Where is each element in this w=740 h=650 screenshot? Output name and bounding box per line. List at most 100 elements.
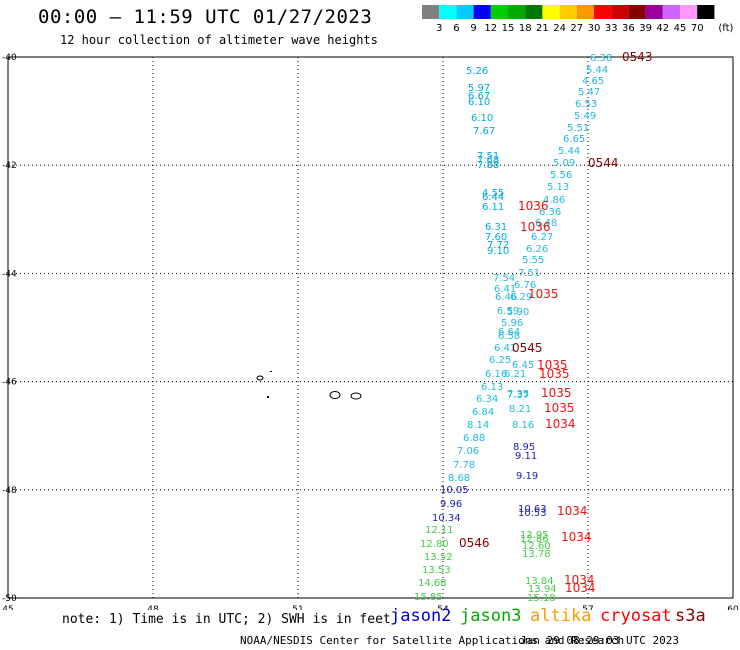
- colorbar-swatch: [628, 5, 646, 19]
- swh-value-label: 5.09: [553, 158, 575, 169]
- swh-value-label: 6.10: [471, 113, 493, 124]
- swh-value-label: 7.68: [477, 155, 499, 166]
- color-scale-bar: 3 6 9 12 15 18 21 24 27 30 33 36 39 42 45 70 (ft): [422, 5, 734, 34]
- pass-time-label: 0546: [459, 536, 490, 550]
- swh-value-label: 6.45: [512, 360, 534, 371]
- swh-value-label: 7.60: [485, 232, 507, 243]
- swh-value-label: 6.76: [514, 280, 536, 291]
- swh-value-label: 10.63: [518, 504, 547, 515]
- swh-value-label: 13.84: [525, 576, 554, 587]
- x-tick-label: 57: [582, 605, 593, 610]
- pass-time-label: 0544: [588, 156, 619, 170]
- swh-value-label: 8.14: [467, 420, 489, 431]
- legend-altika: altika: [530, 606, 592, 626]
- colorbar-tick-label: 42: [656, 23, 669, 34]
- swh-value-label: 10.53: [518, 508, 547, 519]
- swh-value-label: 9.10: [487, 246, 509, 257]
- island-dot: [267, 396, 269, 398]
- pass-time-label: 1035: [539, 367, 570, 381]
- colorbar-tick-label: 30: [588, 23, 601, 34]
- y-tick-label: -44: [2, 269, 17, 279]
- swh-value-label: 13.53: [422, 565, 451, 576]
- pass-time-label: 0545: [512, 341, 543, 355]
- swh-value-label: 6.44: [482, 192, 504, 203]
- swh-value-label: 5.49: [574, 111, 596, 122]
- swh-value-label: 12.60: [522, 541, 551, 552]
- swh-value-label: 10.05: [440, 485, 469, 496]
- swh-value-label: 5.90: [507, 307, 529, 318]
- pass-time-label: 1034: [545, 417, 576, 431]
- pass-time-label: 1035: [544, 401, 575, 415]
- colorbar-tick-label: 18: [519, 23, 532, 34]
- swh-value-label: 5.47: [578, 87, 600, 98]
- island-outline: [329, 391, 341, 399]
- swh-value-label: 7.88: [477, 160, 499, 171]
- colorbar-tick-label: 3: [436, 23, 442, 34]
- y-tick-label: -40: [2, 53, 17, 63]
- swh-value-label: 10.34: [432, 513, 461, 524]
- x-tick-label: 60: [727, 605, 739, 610]
- island-outline: [256, 375, 264, 381]
- swh-value-label: 7.51: [477, 151, 499, 162]
- swh-value-label: 6.27: [531, 232, 553, 243]
- swh-value-label: 8.21: [509, 404, 531, 415]
- swh-value-label: 7.06: [457, 446, 479, 457]
- colorbar-swatch: [680, 5, 698, 19]
- legend-jason3: jason3: [460, 606, 522, 626]
- swh-value-label: 5.56: [550, 170, 572, 181]
- swh-value-label: 6.53: [575, 99, 597, 110]
- swh-value-label: 13.78: [522, 549, 551, 560]
- swh-value-label: 7.67: [473, 126, 495, 137]
- page-subtitle: 12 hour collection of altimeter wave hei…: [60, 33, 378, 47]
- swh-value-label: 6.67: [468, 91, 490, 102]
- swh-value-label: 5.51: [567, 123, 589, 134]
- swh-value-label: 5.55: [522, 255, 544, 266]
- swh-value-label: 8.68: [448, 473, 470, 484]
- colorbar-tick-label: 9: [470, 23, 476, 34]
- swh-value-label: 6.26: [526, 244, 548, 255]
- colorbar-tick-label: 24: [553, 23, 566, 34]
- swh-value-label: 13.94: [528, 584, 557, 595]
- swh-value-label: 7.35: [507, 389, 529, 400]
- y-tick-label: -48: [2, 486, 17, 496]
- wave-height-map: 45 48 51 54 57 60-40-42-44-46-48-505.265.976.…: [2, 50, 739, 610]
- swh-value-label: 9.96: [440, 499, 462, 510]
- swh-value-label: 6.29: [510, 292, 532, 303]
- colorbar-swatch: [490, 5, 508, 19]
- swh-value-label: 6.11: [482, 202, 504, 213]
- swh-value-label: 6.34: [476, 394, 498, 405]
- swh-value-label: 6.65: [563, 134, 585, 145]
- island-outline: [350, 392, 362, 400]
- colorbar-swatch: [594, 5, 612, 19]
- swh-value-label: 12.86: [520, 534, 549, 545]
- colorbar-tick-label: 21: [536, 23, 549, 34]
- x-tick-label: 54: [437, 605, 449, 610]
- swh-value-label: 6.46: [495, 292, 517, 303]
- swh-value-label: 6.36: [539, 207, 561, 218]
- swh-value-label: 6.64: [498, 327, 520, 338]
- swh-value-label: 5.96: [501, 318, 523, 329]
- colorbar-swatch: [559, 5, 577, 19]
- swh-value-label: 6.41: [494, 284, 516, 295]
- swh-value-label: 6.88: [463, 433, 485, 444]
- swh-value-label: 6.48: [535, 218, 557, 229]
- colorbar-tick-label: 70: [691, 23, 704, 34]
- pass-time-label: 1034: [565, 581, 596, 595]
- generated-timestamp: Jan 29 08:29:03 UTC 2023: [520, 634, 679, 647]
- colorbar-tick-label: 6: [453, 23, 459, 34]
- swh-value-label: 6.25: [489, 355, 511, 366]
- colorbar-tick-label: 36: [622, 23, 635, 34]
- island-dot: [270, 371, 272, 372]
- colorbar-tick-label: 45: [674, 23, 687, 34]
- pass-time-label: 1034: [561, 530, 592, 544]
- swh-value-label: 6.84: [472, 407, 494, 418]
- pass-time-label: 1035: [541, 386, 572, 400]
- colorbar-tick-label: 33: [605, 23, 618, 34]
- colorbar-tick-label: 39: [639, 23, 652, 34]
- legend-cryosat: cryosat: [600, 606, 672, 626]
- pass-time-label: 1036: [518, 199, 549, 213]
- legend-s3a: s3a: [675, 606, 706, 626]
- swh-value-label: 7.72: [487, 240, 509, 251]
- colorbar-swatch: [508, 5, 526, 19]
- swh-value-label: 12.80: [420, 539, 449, 550]
